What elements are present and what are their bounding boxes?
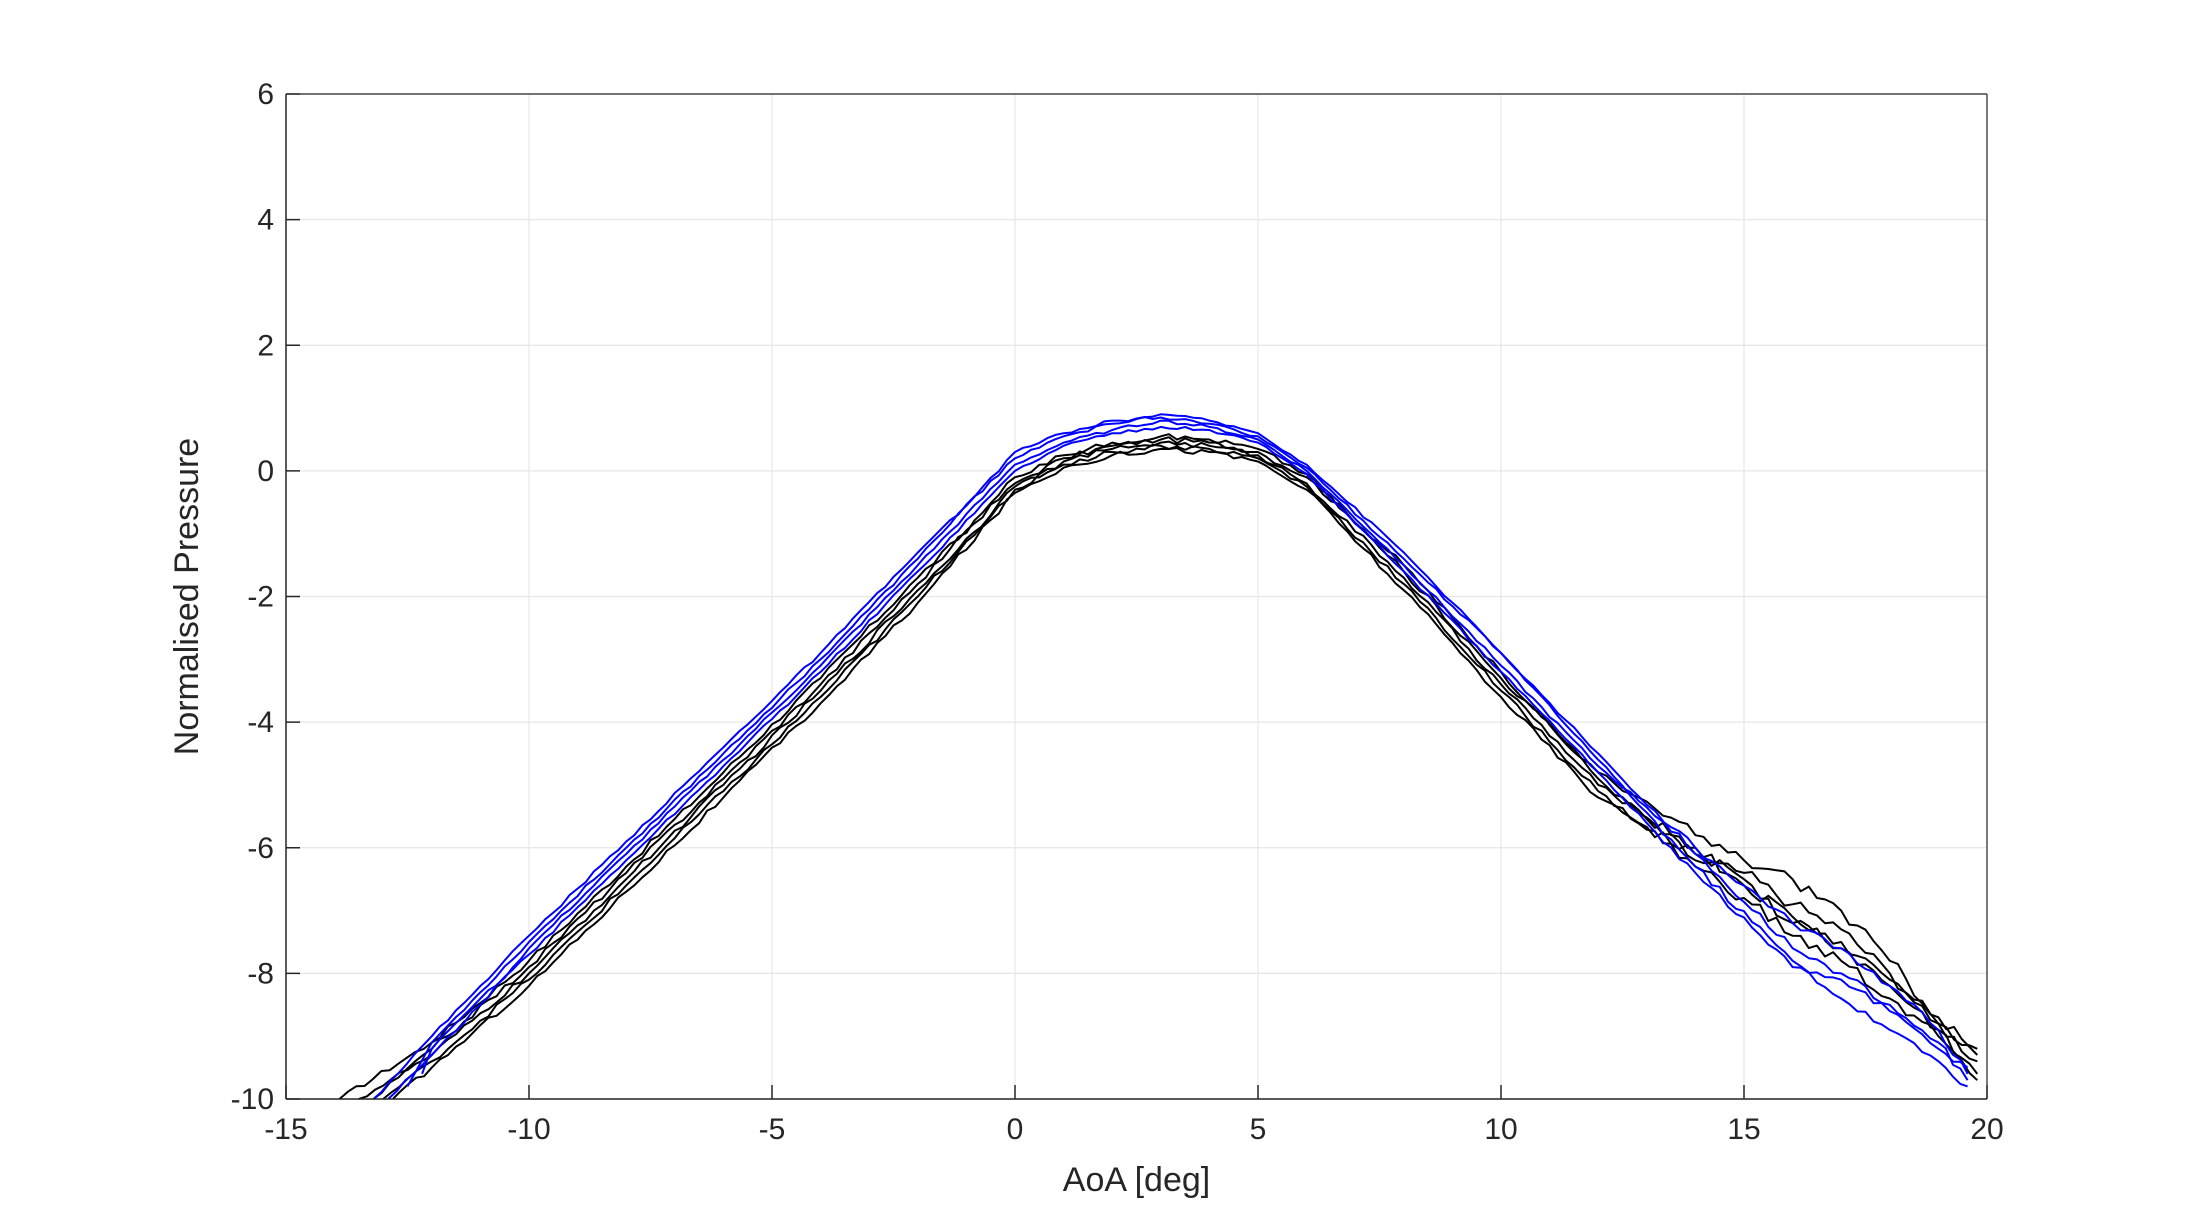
y-tick-label: -8 bbox=[247, 957, 274, 990]
x-tick-label: 15 bbox=[1727, 1113, 1760, 1146]
y-tick-label: 6 bbox=[257, 78, 274, 111]
y-tick-label: 4 bbox=[257, 204, 274, 237]
x-tick-label: 20 bbox=[1970, 1113, 2003, 1146]
series-line bbox=[358, 440, 1979, 1100]
series-line bbox=[372, 413, 1968, 1100]
series-line bbox=[421, 425, 1969, 1075]
series-group bbox=[338, 413, 1979, 1100]
y-axis-label: Normalised Pressure bbox=[168, 438, 206, 755]
series-line bbox=[372, 433, 1979, 1100]
y-tick-label: -6 bbox=[247, 832, 274, 865]
x-tick-label: 10 bbox=[1484, 1113, 1517, 1146]
x-tick-label: 0 bbox=[1007, 1113, 1024, 1146]
x-tick-label: -15 bbox=[264, 1113, 307, 1146]
y-tick-label: -2 bbox=[247, 581, 274, 614]
series-line bbox=[387, 419, 1969, 1100]
y-tick-label: -10 bbox=[231, 1083, 274, 1116]
y-axis-ticks: -10 -8 -6 -4 -2 0 2 4 6 bbox=[231, 78, 300, 1116]
y-tick-label: -4 bbox=[247, 706, 274, 739]
series-line bbox=[382, 443, 1978, 1100]
x-tick-label: 5 bbox=[1250, 1113, 1267, 1146]
series-line bbox=[406, 416, 1969, 1087]
y-tick-label: 2 bbox=[257, 329, 274, 362]
x-axis-ticks: -15 -10 -5 0 5 10 15 20 bbox=[264, 1085, 2004, 1146]
x-tick-label: -10 bbox=[507, 1113, 550, 1146]
series-line bbox=[392, 447, 1978, 1100]
x-axis-label: AoA [deg] bbox=[1063, 1161, 1210, 1199]
x-tick-label: -5 bbox=[759, 1113, 786, 1146]
y-tick-label: 0 bbox=[257, 455, 274, 488]
